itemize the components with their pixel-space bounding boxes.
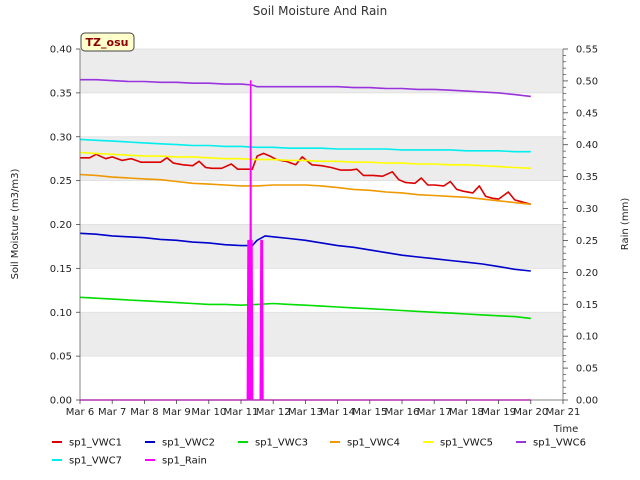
grid-band bbox=[80, 49, 563, 93]
station-badge-text: TZ_osu bbox=[86, 36, 129, 49]
series-line-sp1-vwc2 bbox=[79, 232, 531, 272]
y2-tick-label: 0.05 bbox=[576, 364, 598, 375]
y-axis-title: Soil Moisture (m3/m3) bbox=[10, 169, 21, 280]
x-tick-label: Mar 19 bbox=[481, 407, 516, 418]
x-tick-label: Mar 21 bbox=[546, 407, 581, 418]
y2-tick-label: 0.35 bbox=[576, 172, 598, 183]
x-tick-label: Mar 9 bbox=[162, 407, 190, 418]
legend: sp1_VWC1 sp1_VWC2 sp1_VWC3 sp1_VWC4 sp1_VWC5… bbox=[52, 438, 586, 467]
y2-tick-label: 0.15 bbox=[576, 300, 598, 311]
x-tick-label: Mar 16 bbox=[385, 407, 420, 418]
y-tick-label: 0.15 bbox=[50, 264, 72, 275]
x-tick-label: Mar 10 bbox=[191, 407, 226, 418]
x-tick-label: Mar 11 bbox=[224, 407, 259, 418]
grid-band bbox=[80, 224, 563, 269]
y2-tick-label: 0.50 bbox=[576, 76, 598, 87]
grid-bands bbox=[80, 48, 563, 401]
x-tick-label: Mar 18 bbox=[449, 407, 484, 418]
y-tick-label: 0.05 bbox=[50, 352, 72, 363]
ticks-layer: 0.00 0.05 0.10 0.15 0.20 0.25 0.30 0.35 0.40 0.00… bbox=[50, 45, 598, 419]
grid-band bbox=[80, 312, 563, 357]
series-line-sp1-vwc1 bbox=[80, 152, 532, 206]
legend-label-sp1-vwc1: sp1_VWC1 bbox=[69, 438, 122, 449]
y2-tick-label: 0.30 bbox=[576, 204, 598, 215]
y2-tick-label: 0.40 bbox=[576, 140, 598, 151]
y-tick-label: 0.30 bbox=[50, 132, 72, 143]
series-layer bbox=[79, 78, 532, 401]
x-tick-label: Mar 12 bbox=[256, 407, 291, 418]
legend-label-sp1-vwc5: sp1_VWC5 bbox=[440, 438, 493, 449]
y-tick-label: 0.00 bbox=[50, 396, 72, 407]
y2-axis-title: Rain (mm) bbox=[620, 198, 631, 251]
x-tick-label: Mar 20 bbox=[513, 407, 548, 418]
y2-tick-label: 0.00 bbox=[576, 396, 598, 407]
y2-tick-label: 0.25 bbox=[576, 236, 598, 247]
legend-label-sp1-vwc6: sp1_VWC6 bbox=[533, 438, 586, 449]
x-tick-label: Mar 8 bbox=[130, 407, 158, 418]
y-tick-label: 0.25 bbox=[50, 176, 72, 187]
x-tick-label: Mar 6 bbox=[66, 407, 94, 418]
y-tick-label: 0.20 bbox=[50, 220, 72, 231]
series-line-sp1-rain bbox=[80, 80, 531, 401]
x-tick-label: Mar 13 bbox=[288, 407, 323, 418]
y2-tick-label: 0.55 bbox=[576, 45, 598, 56]
legend-label-sp1-vwc2: sp1_VWC2 bbox=[162, 438, 215, 449]
legend-label-sp1-vwc3: sp1_VWC3 bbox=[255, 438, 308, 449]
x-axis-title: Time bbox=[553, 424, 578, 435]
legend-label-sp1-vwc7: sp1_VWC7 bbox=[69, 456, 122, 467]
station-badge: TZ_osu bbox=[80, 32, 135, 52]
chart-title: Soil Moisture And Rain bbox=[253, 4, 388, 18]
y2-tick-label: 0.20 bbox=[576, 268, 598, 279]
x-tick-label: Mar 14 bbox=[320, 407, 355, 418]
y2-tick-label: 0.45 bbox=[576, 108, 598, 119]
legend-label-sp1-vwc4: sp1_VWC4 bbox=[347, 438, 400, 449]
x-tick-label: Mar 7 bbox=[98, 407, 126, 418]
y2-tick-label: 0.10 bbox=[576, 332, 598, 343]
series-line-sp1-vwc3 bbox=[79, 296, 531, 320]
series-line-sp1-vwc4 bbox=[79, 173, 531, 206]
series-line-sp1-vwc5 bbox=[79, 151, 531, 170]
x-tick-label: Mar 15 bbox=[352, 407, 387, 418]
y-tick-label: 0.40 bbox=[50, 45, 72, 56]
station-badge-box bbox=[80, 32, 135, 52]
series-line-sp1-vwc6 bbox=[80, 78, 531, 98]
y-tick-label: 0.35 bbox=[50, 88, 72, 99]
legend-label-sp1-rain: sp1_Rain bbox=[162, 456, 207, 467]
x-tick-label: Mar 17 bbox=[417, 407, 452, 418]
y-tick-label: 0.10 bbox=[50, 308, 72, 319]
series-line-sp1-vwc7 bbox=[79, 138, 531, 153]
